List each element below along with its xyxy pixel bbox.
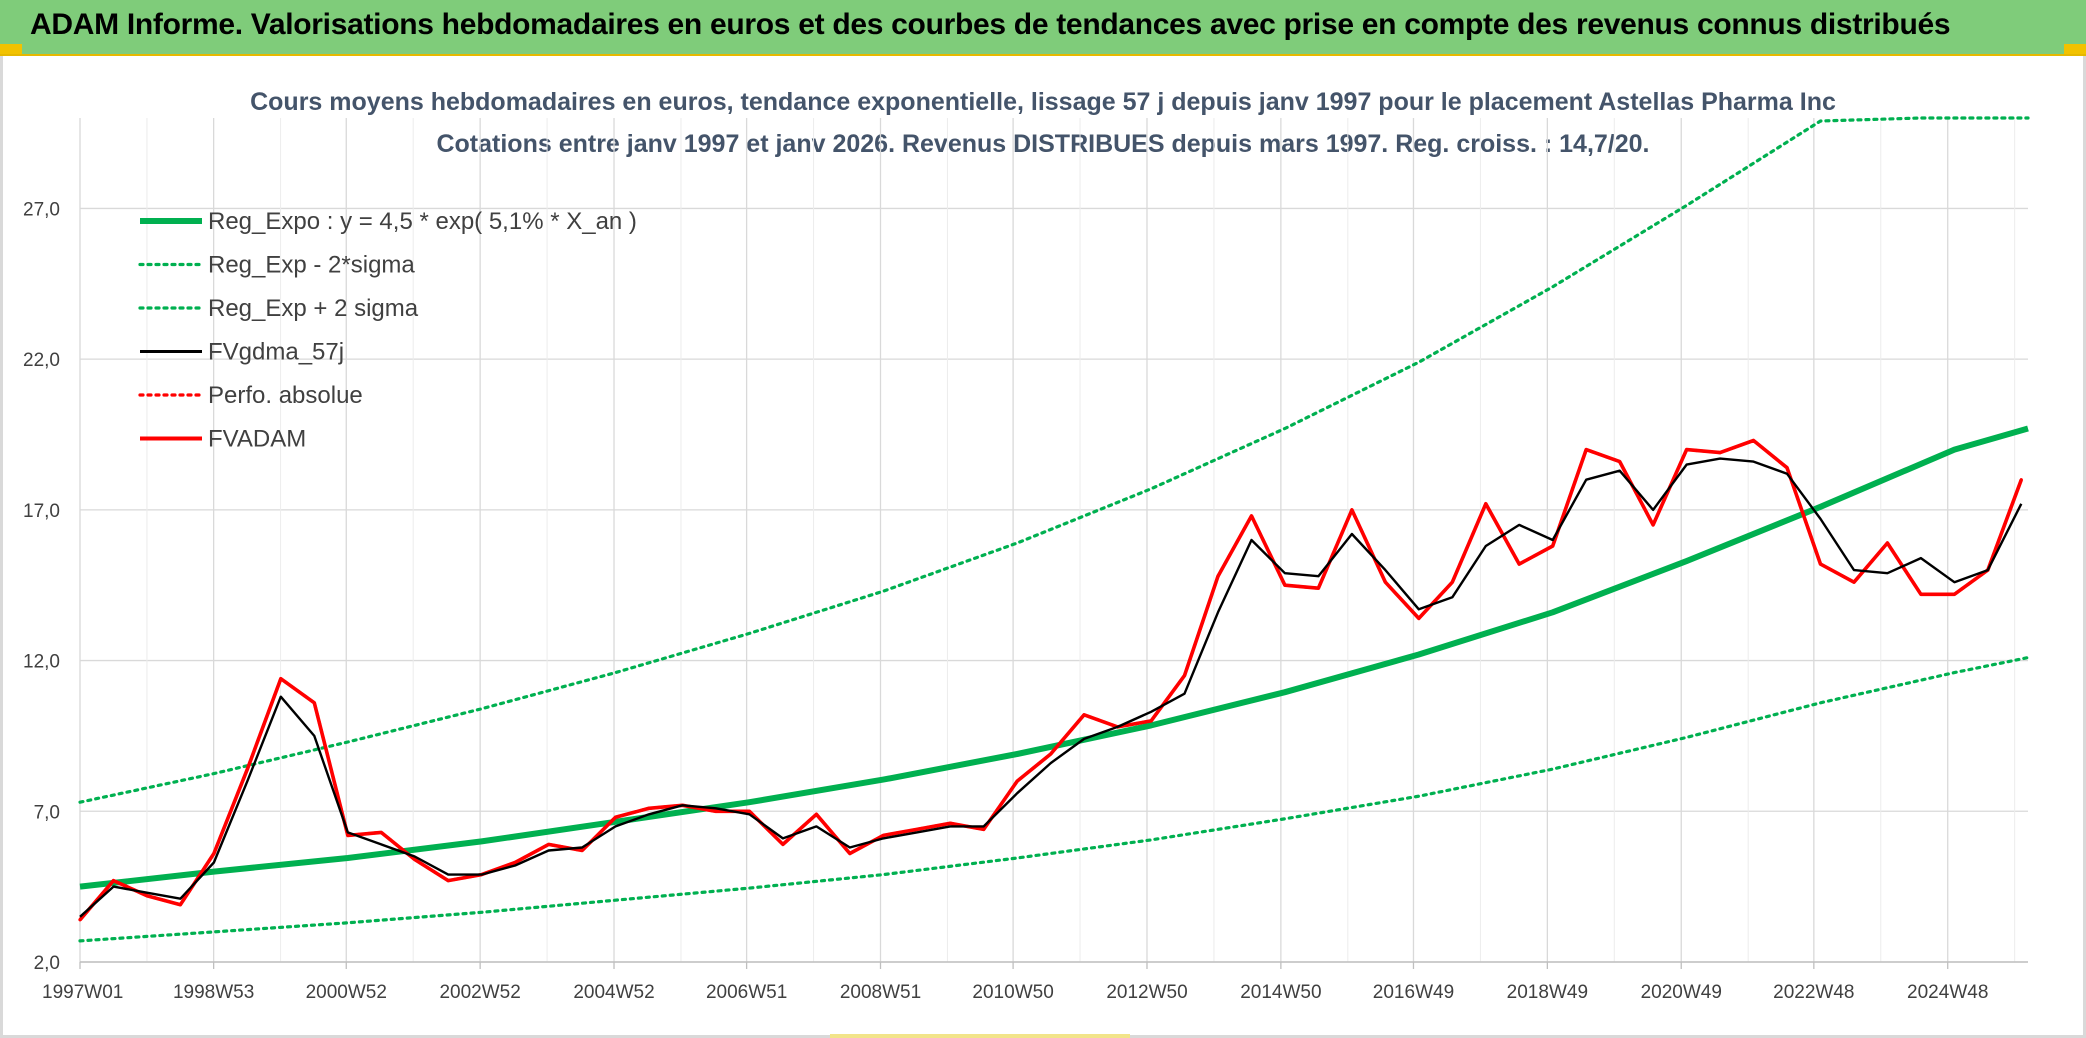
legend-label: Reg_Expo : y = 4,5 * exp( 5,1% * X_an ) [208, 208, 637, 235]
x-tick-label: 2020W49 [1641, 982, 1722, 1003]
page-title: ADAM Informe. Valorisations hebdomadaire… [30, 8, 1951, 41]
y-tick-label: 22,0 [23, 350, 60, 371]
series-line-2 [78, 116, 2030, 804]
x-tick-label: 2012W50 [1106, 982, 1187, 1003]
x-tick-label: 2024W48 [1907, 982, 1988, 1003]
x-tick-label: 1998W53 [173, 982, 254, 1003]
series-line-0 [79, 425, 2029, 890]
bottom-accent [830, 1034, 1130, 1038]
legend-label: Reg_Exp + 2 sigma [208, 295, 419, 322]
x-tick-label: 2002W52 [439, 982, 520, 1003]
chart-legend: Reg_Expo : y = 4,5 * exp( 5,1% * X_an ) R… [138, 208, 637, 453]
x-tick-label: 2016W49 [1373, 982, 1454, 1003]
x-tick-label: 2018W49 [1507, 982, 1588, 1003]
chart-series [78, 116, 2030, 943]
series-line-1 [78, 655, 2030, 943]
x-axis: 1997W01 1998W53 2000W52 2002W52 2004W52 2006W… [42, 982, 1988, 1003]
x-tick-label: 2004W52 [573, 982, 654, 1003]
x-tick-label: 2000W52 [306, 982, 387, 1003]
y-tick-label: 7,0 [34, 802, 60, 823]
chart-subtitle: Cotations entre janv 1997 et janv 2026. … [436, 130, 1649, 158]
header-accent-left [0, 44, 22, 54]
legend-label: FVADAM [208, 426, 306, 453]
header-accent-right [2064, 44, 2086, 54]
legend-label: Reg_Exp - 2*sigma [208, 252, 415, 279]
y-tick-label: 12,0 [23, 652, 60, 673]
legend-label: Perfo. absolue [208, 382, 363, 409]
x-tick-label: 2014W50 [1240, 982, 1321, 1003]
chart-grid [79, 118, 2028, 969]
chart-title: Cours moyens hebdomadaires en euros, ten… [250, 88, 1836, 116]
legend-label: FVgdma_57j [208, 339, 344, 366]
y-tick-label: 27,0 [23, 199, 60, 220]
x-tick-label: 2006W51 [706, 982, 787, 1003]
x-tick-label: 1997W01 [42, 982, 123, 1003]
y-axis: 2,0 7,0 12,0 17,0 22,0 27,0 [23, 199, 60, 974]
x-tick-label: 2008W51 [840, 982, 921, 1003]
y-tick-label: 17,0 [23, 501, 60, 522]
series-line-5 [78, 438, 2023, 921]
x-tick-label: 2010W50 [972, 982, 1053, 1003]
header-bar: ADAM Informe. Valorisations hebdomadaire… [0, 0, 2086, 56]
x-tick-label: 2022W48 [1773, 982, 1854, 1003]
series-line-4 [78, 438, 2023, 922]
series-line-3 [79, 457, 2023, 918]
y-tick-label: 2,0 [34, 953, 60, 974]
